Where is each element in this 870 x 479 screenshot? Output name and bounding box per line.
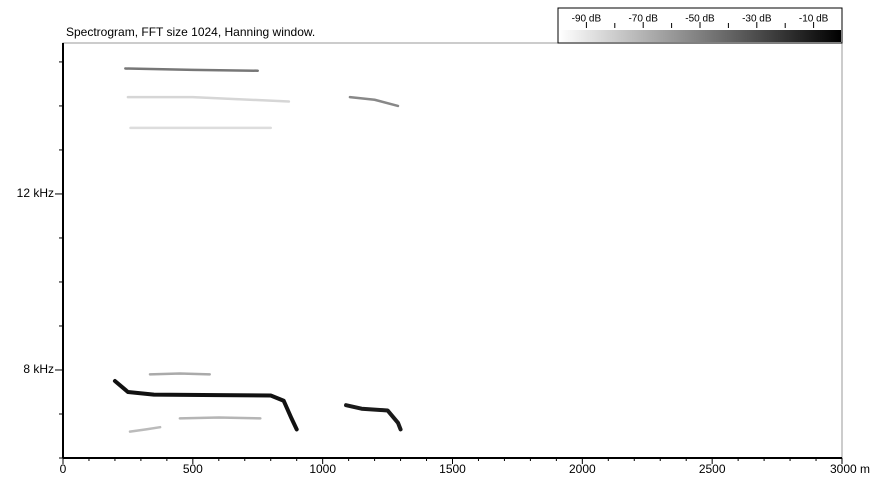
spectral-trace	[178, 416, 262, 420]
spectral-trace	[344, 403, 403, 432]
plot-area	[62, 42, 843, 459]
y-tick-label: 8 kHz	[23, 362, 54, 376]
y-tick-label: 12 kHz	[17, 186, 54, 200]
x-tick-label: 2500	[699, 462, 726, 476]
colorbar-gradient	[559, 30, 841, 42]
spectral-trace	[124, 67, 259, 72]
colorbar-label: -70 dB	[628, 14, 658, 25]
spectral-trace	[112, 378, 299, 432]
chart-title: Spectrogram, FFT size 1024, Hanning wind…	[66, 25, 315, 39]
colorbar-label: -50 dB	[685, 14, 715, 25]
x-tick-label: 1000	[309, 462, 336, 476]
x-tick-label: 500	[183, 462, 203, 476]
spectral-trace	[348, 95, 400, 108]
x-tick-label: 2000	[569, 462, 596, 476]
x-tick-label: 1500	[439, 462, 466, 476]
colorbar-label: -90 dB	[572, 14, 602, 25]
spectral-trace	[128, 425, 162, 433]
spectral-trace	[126, 95, 291, 103]
x-tick-label: 0	[60, 462, 67, 476]
colorbar-label: -10 dB	[799, 14, 829, 25]
x-tick-label: 3000 ms	[830, 462, 870, 476]
spectral-trace	[148, 372, 211, 376]
colorbar-label: -30 dB	[742, 14, 772, 25]
